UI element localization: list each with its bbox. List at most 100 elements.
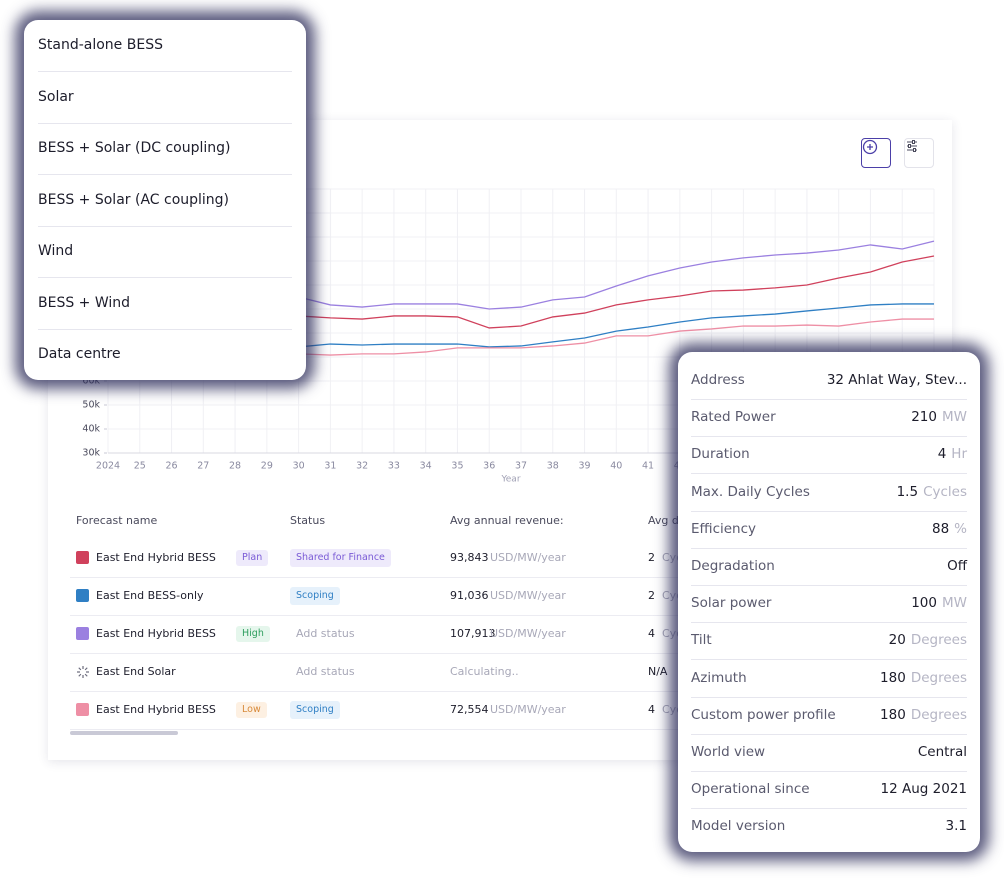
table-row[interactable]: East End Hybrid BESS Low Scoping 72,554 USD/… — [70, 691, 930, 730]
column-header: Forecast name — [76, 514, 158, 527]
table-row[interactable]: East End BESS-only Scoping 91,036 USD/MW/ye… — [70, 577, 930, 616]
value: 1.5 — [896, 483, 919, 500]
cycles-unit: Cyc — [662, 589, 683, 602]
dropdown-item[interactable]: Solar — [38, 72, 292, 124]
x-tick-label: 26 — [165, 461, 177, 472]
x-tick-label: 34 — [420, 461, 432, 472]
dropdown-item[interactable]: BESS + Solar (AC coupling) — [38, 175, 292, 227]
detail-label: World view — [691, 744, 766, 760]
status-pill[interactable]: Scoping — [290, 701, 340, 719]
dropdown-item[interactable]: Data centre — [38, 346, 121, 362]
value: 180 — [880, 706, 906, 723]
detail-label: Azimuth — [691, 669, 747, 686]
revenue-unit: USD/MW/year — [490, 703, 566, 716]
column-header: Avg annual revenue: — [450, 514, 564, 527]
detail-label: Tilt — [691, 632, 712, 649]
detail-row: Tilt 20 Degrees — [691, 622, 967, 661]
color-swatch — [76, 551, 89, 564]
sliders-icon — [907, 140, 917, 152]
detail-row: Operational since 12 Aug 2021 — [691, 771, 967, 810]
value: 88 — [931, 520, 950, 537]
x-tick-label: 31 — [324, 461, 336, 472]
value: 180 — [880, 669, 906, 686]
value: 20 — [888, 632, 906, 649]
detail-label: Address — [691, 372, 745, 388]
x-tick-label: 29 — [261, 461, 273, 472]
detail-row: Solar power 100 MW — [691, 585, 967, 624]
detail-label: Model version — [691, 818, 786, 835]
x-tick-label: 40 — [610, 461, 622, 472]
detail-value: 32 Ahlat Way, Stev... — [827, 362, 967, 399]
status-pill[interactable]: Shared for Finance — [290, 549, 391, 567]
revenue: 107,913 — [450, 627, 496, 640]
forecast-table: Forecast name Status Avg annual revenue: Av… — [48, 120, 952, 760]
cycles-unit: Cyc — [662, 627, 683, 640]
forecast-name: East End Hybrid BESS — [96, 627, 216, 640]
revenue-unit: USD/MW/year — [490, 551, 566, 564]
detail-row: Efficiency 88% — [691, 511, 967, 549]
detail-value: 12 Aug 2021 — [881, 771, 967, 808]
dropdown-item[interactable]: Wind — [38, 226, 292, 278]
revenue: Calculating.. — [450, 665, 519, 678]
cycles-unit: Cyc — [662, 551, 683, 564]
x-tick-label: 30 — [293, 461, 305, 472]
value: Off — [947, 558, 967, 574]
value: 32 Ahlat Way, Stev... — [826, 372, 967, 388]
add-button[interactable] — [861, 138, 891, 168]
detail-value: Off — [947, 548, 967, 585]
cycles: 4 — [648, 703, 655, 716]
detail-label: Solar power — [691, 595, 772, 612]
status-placeholder[interactable]: Add status — [296, 665, 355, 678]
table-row[interactable]: East End Hybrid BESS Plan Shared for Finan… — [70, 539, 930, 578]
detail-label: Max. Daily Cycles — [691, 483, 810, 500]
detail-value: 100 MW — [911, 585, 967, 622]
revenue-unit: USD/MW/year — [490, 627, 566, 640]
detail-label: Degradation — [691, 558, 775, 574]
spinner-tick — [78, 673, 82, 677]
status-placeholder[interactable]: Add status — [296, 627, 355, 640]
forecast-name: East End Hybrid BESS — [96, 551, 216, 564]
table-row[interactable]: East End Hybrid BESS High Add status 107,91… — [70, 615, 930, 654]
detail-row: Custom power profile 180 Degrees — [691, 697, 967, 735]
value: 12 Aug 2021 — [880, 781, 967, 798]
detail-label: Efficiency — [691, 520, 757, 537]
detail-row: Degradation Off — [691, 548, 967, 586]
x-tick-label: 32 — [356, 461, 368, 472]
x-tick-label: 39 — [578, 461, 590, 472]
detail-value: 3.1 — [946, 808, 967, 845]
revenue: 93,843 — [450, 551, 489, 564]
unit: % — [954, 520, 967, 537]
detail-value: 4 Hr — [938, 436, 967, 473]
detail-value: 1.5 Cycles — [897, 474, 967, 511]
dropdown-item[interactable]: BESS + Wind — [38, 278, 292, 330]
detail-value: 180 Degrees — [880, 697, 967, 734]
value: Central — [917, 744, 967, 760]
detail-label: Custom power profile — [691, 706, 836, 723]
unit: Degrees — [910, 632, 967, 649]
unit: MW — [942, 409, 967, 426]
forecast-name: East End BESS-only — [96, 589, 204, 602]
spinner-tick — [84, 673, 88, 677]
x-tick-label: 37 — [515, 461, 527, 472]
table-row[interactable]: East End Solar Add status Calculating.. N/A — [70, 653, 930, 692]
color-swatch — [76, 703, 89, 716]
y-tick-label: 30k — [82, 448, 100, 459]
settings-button[interactable] — [904, 138, 934, 168]
unit: MW — [942, 595, 967, 612]
dropdown-item[interactable]: Stand-alone BESS — [38, 20, 292, 72]
x-tick-label: 41 — [642, 461, 654, 472]
value: 3.1 — [945, 818, 967, 835]
detail-label: Duration — [691, 446, 750, 463]
forecast-tag: Low — [236, 702, 267, 718]
dropdown-item[interactable]: BESS + Solar (DC coupling) — [38, 123, 292, 175]
scrollbar[interactable] — [70, 731, 178, 735]
detail-value: 180 Degrees — [880, 660, 967, 697]
status-pill[interactable]: Scoping — [290, 587, 340, 605]
revenue: 72,554 — [450, 703, 489, 716]
details-panel: Address 32 Ahlat Way, Stev... Rated Power 2… — [678, 352, 980, 852]
forecast-tag: High — [236, 626, 270, 642]
cycles-unit: Cyc — [662, 703, 683, 716]
unit: Degrees — [910, 669, 967, 686]
add-icon — [862, 139, 878, 155]
detail-label: Rated Power — [691, 409, 776, 426]
